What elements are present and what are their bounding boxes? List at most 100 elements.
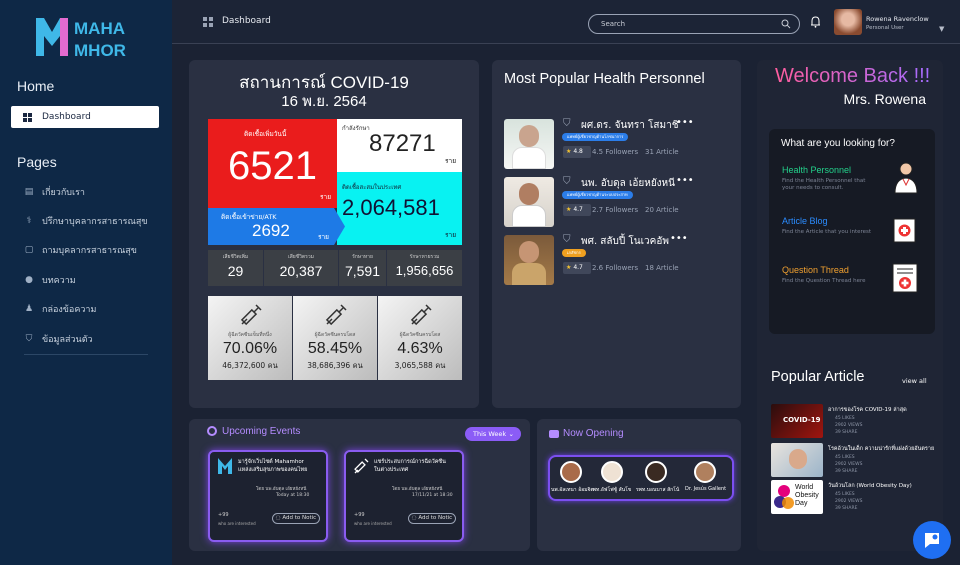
add-to-notice-button[interactable]: ◌ Add to Notic [272,513,320,524]
covid-title: สถานการณ์ COVID-19 [239,73,409,92]
chevron-down-icon[interactable]: ▼ [939,25,945,33]
syringe-icon [240,304,262,326]
dashboard-icon [23,112,32,122]
personnel-item[interactable]: ⛉ ผศ.ดร. จันทรา โสมาชิ ••• แพทย์ผู้เชี่ย… [504,117,704,171]
search-placeholder: Search [601,20,626,28]
chat-button[interactable] [913,521,951,559]
view-all-link[interactable]: view all [902,377,927,385]
article-views: 2902 VIEWS [835,462,863,467]
avatar [694,461,716,483]
chevron-down-icon: ⌄ [508,430,514,438]
option-question-thread[interactable]: Question Thread Find the Question Thread… [782,265,892,285]
sidebar-item-consult[interactable]: ⚕ ปรึกษาบุคลากรสาธารณสุข [24,212,164,230]
article-thumbnail: World Obesity Day [771,480,823,514]
article-item[interactable]: World Obesity Day วันอ้วนโลก (World Obesit… [771,480,931,516]
article-item[interactable]: COVID-19 อาการของโรค COVID-19 ล่าสุด 45 … [771,404,931,440]
article-likes: 45 LIKES [835,492,855,497]
sidebar-item-ask[interactable]: ▢ ถามบุคลากรสาธารณสุข [24,241,164,259]
article-shares: 39 SHARE [835,469,858,474]
search-input[interactable]: Search [588,14,800,34]
rating-value: 4.8 [573,148,583,155]
verified-icon: ⛉ [563,176,571,187]
svg-text:MHOR: MHOR [74,41,126,60]
personnel-panel [492,60,741,408]
interested-count: +99 [354,512,365,518]
now-opening-title: Now Opening [563,428,624,439]
article-thumbnail [771,443,823,477]
personnel-name: ผศ.ดร. จันทรา โสมาชิ [581,120,679,131]
sidebar-item-dashboard[interactable]: Dashboard [11,106,159,128]
personnel-photo [504,235,554,285]
event-card[interactable]: มารู้จักเว็บไซต์ Mahamhor แหล่งเสริมสุขภา… [208,450,328,542]
event-host: โดย นพ.อับดุล เอ้ยหยังหนี [392,487,443,492]
event-title-line: แหล่งเสริมสุขภาพของคนไทย [238,467,308,473]
new-cases-value: 6521 [228,144,317,188]
vaccine-label: ผู้ฉีดวัคซีนเข็มที่หนึ่ง [228,332,272,338]
filter-label: This Week [473,430,507,438]
add-to-notice-button[interactable]: ◌ Add to Notic [408,513,456,524]
treating-card: กำลังรักษา 87271 ราย [337,119,462,172]
more-options-icon[interactable]: ••• [676,117,694,128]
event-title: มารู้จักเว็บไซต์ Mahamhor แหล่งเสริมสุขภา… [238,458,326,474]
event-card[interactable]: แชร์ประสบการณ์การฉีดวัคซีน ในต่างประเทศ โ… [344,450,464,542]
user-avatar[interactable] [834,9,862,35]
personnel-item[interactable]: ⛉ พศ. สลับปี้ โนเวคอัพ ••• เภสัชกร ★ 4.7… [504,233,704,287]
more-options-icon[interactable]: ••• [670,233,688,244]
person-name: พท.อัฟโฟซู้ สันโข [592,487,632,493]
rating-value: 4.7 [573,206,583,213]
event-title-line: มารู้จักเว็บไซต์ Mahamhor [238,459,304,465]
option-title: Article Blog [782,216,828,226]
option-article-blog[interactable]: Article Blog Find the Article that you i… [782,216,892,236]
rating-badge: ★ 4.7 [563,262,591,274]
now-opening-person[interactable]: Dr. Jesús Gallent [685,461,726,492]
sidebar-item-label: ปรึกษาบุคลากรสาธารณสุข [42,217,148,227]
now-opening-person[interactable]: นพ.อัลเทนา อ้อมจิต [551,461,594,494]
sidebar-item-articles[interactable]: ● บทความ [24,271,164,289]
option-title: Health Personnel [782,165,852,175]
sidebar-item-about[interactable]: ▤ เกี่ยวกับเรา [24,183,164,201]
cumulative-unit: ราย [445,231,456,239]
articles-count: 18 Article [645,264,679,272]
breadcrumb: Dashboard [222,16,271,26]
event-host: โดย นพ.อับดุล เอ้ยหยังหนี [256,487,307,492]
sidebar: MAHA MHOR Home Dashboard Pages ▤ เกี่ยวกั… [0,0,172,565]
small-stat-value: 20,387 [279,263,323,279]
option-desc: Find the Health Personnel that [782,178,866,184]
now-opening-person[interactable]: พท.อัฟโฟซู้ สันโข [592,461,632,494]
search-icon[interactable] [781,19,791,29]
now-opening-person[interactable]: รพท.บอนบาส สักโน้ [636,461,679,494]
verified-icon: ⛉ [563,118,571,129]
vaccine-card: ผู้ฉีดวัคซีนเข็มที่หนึ่ง 70.06% 46,372,6… [208,296,292,380]
sidebar-item-label: บทความ [42,276,76,286]
events-title: Upcoming Events [222,426,301,437]
article-item[interactable]: โรคอ้วนในเด็ก ความน่ารักที่แฝงด้วยอันตรา… [771,443,934,479]
sidebar-item-label: Dashboard [42,112,91,122]
atk-label: ติดเชื้อเข้าข่าย/ATK [221,213,277,221]
stethoscope-icon: ⚕ [26,216,32,226]
more-options-icon[interactable]: ••• [676,175,694,186]
vaccine-card: ผู้ฉีดวัคซีนครบโดส 58.45% 38,686,396 คน [293,296,377,380]
cumulative-card: ติดเชื้อสะสมในประเทศ 2,064,581 ราย [337,172,462,245]
personnel-item[interactable]: ⛉ นพ. อับดุล เอ้ยหยังหนี ••• แพทย์ผู้เชี… [504,175,704,229]
article-views: 2902 VIEWS [835,499,863,504]
sidebar-item-profile[interactable]: ⛉ ข้อมูลส่วนตัว [24,330,164,348]
welcome-title: Welcome Back !!! [775,65,931,87]
vaccine-count: 38,686,396 คน [307,361,363,370]
atk-value: 2692 [252,221,290,240]
week-filter-dropdown[interactable]: This Week ⌄ [465,427,521,441]
bell-icon: ◌ [411,515,417,521]
article-views: 2902 VIEWS [835,423,863,428]
articles-count: 20 Article [645,206,679,214]
event-time: Today at 18:30 [276,493,310,498]
followers: 2.7 Followers [592,206,639,214]
article-shares: 39 SHARE [835,430,858,435]
syringe-icon [325,304,347,326]
star-icon: ★ [566,148,572,155]
option-health-personnel[interactable]: Health Personnel Find the Health Personn… [782,165,882,192]
bell-icon[interactable] [810,16,821,28]
vaccine-card: ผู้ฉีดวัคซีนครบโดส 4.63% 3,065,588 คน [378,296,462,380]
sidebar-item-inbox[interactable]: ♟ กล่องข้อความ [24,300,164,318]
user-role: Personal User [866,25,904,31]
mahamhor-logo[interactable]: MAHA MHOR [34,14,144,60]
event-time: 17/11/21 at 18:30 [412,493,453,498]
